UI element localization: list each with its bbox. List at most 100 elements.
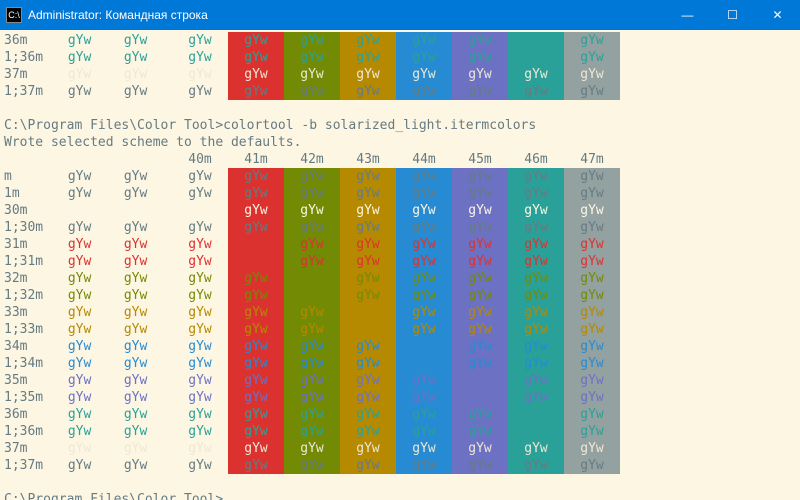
bg-sample: gYw [340,440,396,457]
bg-sample: gYw [340,287,396,304]
fg-sample: gYw [116,304,172,321]
color-row: 1;36m gYw gYw gYwgYwgYwgYwgYwgYwgYwgYw [4,423,796,440]
terminal-area[interactable]: 36m gYw gYw gYwgYwgYwgYwgYwgYwgYwgYw1;36… [0,30,800,500]
bg-sample: gYw [172,389,228,406]
bg-sample: gYw [452,406,508,423]
terminal-line: C:\Program Files\Color Tool>colortool -b… [4,117,796,134]
fg-sample: gYw [116,253,172,270]
bg-sample: gYw [228,389,284,406]
bg-sample: gYw [508,32,564,49]
bg-sample: gYw [284,32,340,49]
bg-sample: gYw [284,66,340,83]
bg-sample: gYw [396,389,452,406]
fg-sample: gYw [60,457,116,474]
bg-sample: gYw [340,49,396,66]
bg-sample: gYw [172,355,228,372]
color-row: 36m gYw gYw gYwgYwgYwgYwgYwgYwgYwgYw [4,406,796,423]
row-label: 34m [4,338,60,355]
close-button[interactable]: ✕ [755,0,800,30]
bg-sample: gYw [508,219,564,236]
row-label: 1;36m [4,49,60,66]
bg-sample: gYw [340,202,396,219]
bg-sample: gYw [396,236,452,253]
bg-sample: gYw [396,202,452,219]
fg-sample: gYw [60,406,116,423]
bg-sample: gYw [508,304,564,321]
bg-sample: gYw [228,304,284,321]
bg-sample: gYw [396,355,452,372]
bg-sample: gYw [508,355,564,372]
color-row: 32m gYw gYw gYwgYwgYwgYwgYwgYwgYwgYw [4,270,796,287]
bg-sample: gYw [172,321,228,338]
bg-sample: gYw [564,49,620,66]
maximize-button[interactable]: ☐ [710,0,755,30]
bg-sample: gYw [340,236,396,253]
bg-sample: gYw [284,355,340,372]
fg-sample: gYw [60,168,116,185]
bg-sample: gYw [396,253,452,270]
color-row: 1m gYw gYw gYwgYwgYwgYwgYwgYwgYwgYw [4,185,796,202]
bg-sample: gYw [340,406,396,423]
bg-sample: gYw [340,168,396,185]
fg-sample: gYw [116,440,172,457]
fg-sample: gYw [116,168,172,185]
fg-sample: gYw [60,372,116,389]
bg-sample: gYw [508,321,564,338]
color-row: 36m gYw gYw gYwgYwgYwgYwgYwgYwgYwgYw [4,32,796,49]
fg-sample: gYw [60,185,116,202]
bg-sample: gYw [340,338,396,355]
bg-sample: gYw [396,49,452,66]
col-header: 40m [172,151,228,168]
bg-sample: gYw [452,270,508,287]
row-label: 1m [4,185,60,202]
col-header: 44m [396,151,452,168]
bg-sample: gYw [508,372,564,389]
bg-sample: gYw [172,457,228,474]
row-label: 30m [4,202,60,219]
bg-sample: gYw [340,32,396,49]
fg-sample: gYw [60,304,116,321]
bg-sample: gYw [508,83,564,100]
fg-sample: gYw [60,66,116,83]
col-header: 41m [228,151,284,168]
bg-sample: gYw [172,32,228,49]
row-label: 1;34m [4,355,60,372]
fg-sample: gYw [60,202,116,219]
bg-sample: gYw [228,32,284,49]
bg-sample: gYw [228,49,284,66]
bg-sample: gYw [172,270,228,287]
bg-sample: gYw [172,287,228,304]
bg-sample: gYw [508,270,564,287]
fg-sample: gYw [60,236,116,253]
bg-sample: gYw [564,219,620,236]
bg-sample: gYw [452,185,508,202]
fg-sample: gYw [116,338,172,355]
col-header: 42m [284,151,340,168]
bg-sample: gYw [452,457,508,474]
fg-sample: gYw [116,202,172,219]
row-label: 1;35m [4,389,60,406]
row-label: 1;36m [4,423,60,440]
bg-sample: gYw [452,168,508,185]
fg-sample: gYw [116,270,172,287]
bg-sample: gYw [564,185,620,202]
bg-sample: gYw [340,389,396,406]
bg-sample: gYw [284,372,340,389]
bg-sample: gYw [396,83,452,100]
bg-sample: gYw [340,253,396,270]
fg-sample: gYw [116,49,172,66]
row-label: 35m [4,372,60,389]
bg-sample: gYw [396,185,452,202]
bg-sample: gYw [452,219,508,236]
bg-sample: gYw [508,287,564,304]
bg-sample: gYw [340,66,396,83]
bg-sample: gYw [340,219,396,236]
fg-sample: gYw [116,355,172,372]
row-label: 36m [4,406,60,423]
minimize-button[interactable]: — [665,0,710,30]
row-label: 1;37m [4,457,60,474]
color-row: 1;37m gYw gYw gYwgYwgYwgYwgYwgYwgYwgYw [4,83,796,100]
bg-sample: gYw [340,304,396,321]
titlebar[interactable]: C:\ Administrator: Командная строка — ☐ … [0,0,800,30]
fg-sample: gYw [116,389,172,406]
